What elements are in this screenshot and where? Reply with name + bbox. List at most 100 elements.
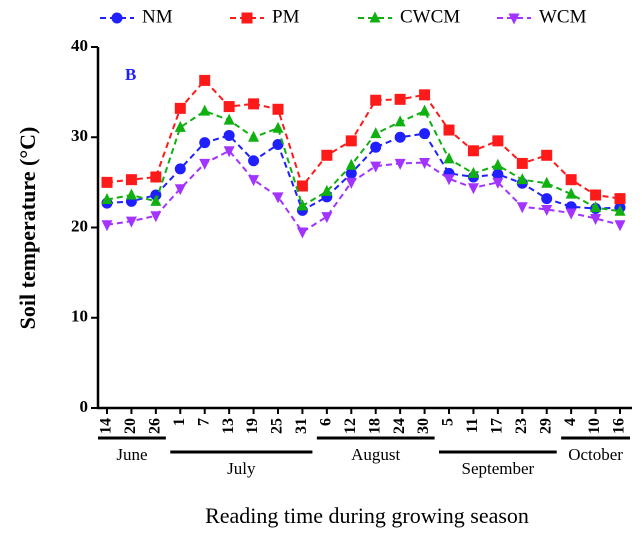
data-point bbox=[223, 146, 235, 158]
legend-marker bbox=[369, 11, 381, 23]
data-point bbox=[614, 204, 626, 216]
data-point bbox=[174, 102, 186, 114]
data-point bbox=[321, 184, 333, 196]
x-axis-label: Reading time during growing season bbox=[205, 503, 529, 528]
legend-marker bbox=[241, 12, 253, 24]
legend-label: PM bbox=[272, 6, 300, 27]
data-point bbox=[467, 145, 479, 157]
x-tick-label: 26 bbox=[147, 418, 164, 434]
x-tick-label: 18 bbox=[366, 418, 383, 434]
y-axis-label: Soil temperature (°C) bbox=[15, 127, 40, 330]
data-point bbox=[223, 113, 235, 125]
data-point bbox=[443, 152, 455, 164]
data-point bbox=[272, 138, 284, 150]
x-tick-label: 20 bbox=[122, 418, 139, 434]
data-point bbox=[174, 120, 186, 132]
data-point bbox=[321, 149, 333, 161]
x-tick-label: 25 bbox=[269, 418, 286, 434]
data-point bbox=[565, 208, 577, 220]
data-point bbox=[394, 115, 406, 127]
series-line bbox=[106, 149, 621, 234]
data-point bbox=[590, 189, 602, 201]
data-point bbox=[125, 216, 137, 228]
data-point bbox=[419, 104, 431, 116]
panel-label: B bbox=[125, 65, 136, 84]
x-tick-label: 24 bbox=[391, 418, 408, 434]
x-tick-label: 13 bbox=[220, 418, 237, 434]
group-label: September bbox=[462, 459, 535, 478]
data-point bbox=[125, 174, 137, 186]
data-point bbox=[614, 220, 626, 232]
legend-marker bbox=[111, 12, 123, 24]
data-point bbox=[565, 187, 577, 199]
data-point bbox=[419, 89, 431, 101]
legend-label: CWCM bbox=[400, 6, 460, 27]
legend-label: WCM bbox=[539, 6, 587, 27]
data-point bbox=[199, 104, 211, 116]
series-line bbox=[106, 132, 621, 212]
y-tick-label: 30 bbox=[71, 126, 88, 145]
data-point bbox=[394, 158, 406, 170]
data-point bbox=[370, 94, 382, 106]
data-point bbox=[492, 158, 504, 170]
series-line bbox=[106, 109, 621, 213]
data-point bbox=[541, 204, 553, 216]
data-point bbox=[492, 135, 504, 147]
group-label: October bbox=[568, 445, 623, 464]
data-point bbox=[590, 213, 602, 225]
data-point bbox=[101, 193, 113, 205]
data-point bbox=[370, 141, 382, 153]
data-point bbox=[419, 128, 431, 140]
data-point bbox=[248, 175, 260, 187]
data-point bbox=[248, 98, 260, 110]
data-point bbox=[150, 171, 162, 183]
y-tick-label: 40 bbox=[71, 36, 88, 55]
data-point bbox=[296, 199, 308, 211]
data-point bbox=[541, 176, 553, 188]
x-tick-label: 10 bbox=[586, 418, 603, 434]
legend-marker bbox=[508, 13, 520, 25]
x-tick-label: 12 bbox=[342, 418, 359, 434]
x-tick-label: 16 bbox=[611, 418, 628, 434]
data-point bbox=[565, 174, 577, 186]
data-point bbox=[614, 193, 626, 205]
data-point bbox=[101, 176, 113, 188]
data-point bbox=[370, 161, 382, 173]
data-point bbox=[345, 167, 357, 179]
data-point bbox=[174, 184, 186, 196]
x-tick-label: 6 bbox=[318, 418, 335, 426]
data-point bbox=[467, 183, 479, 195]
x-tick-label: 23 bbox=[513, 418, 530, 434]
data-point bbox=[345, 177, 357, 189]
x-tick-label: 1 bbox=[171, 418, 188, 426]
x-tick-label: 17 bbox=[489, 418, 506, 434]
x-tick-label: 30 bbox=[415, 418, 432, 434]
data-point bbox=[345, 158, 357, 170]
x-tick-label: 11 bbox=[464, 418, 481, 433]
x-tick-label: 31 bbox=[293, 418, 310, 434]
x-tick-label: 14 bbox=[98, 418, 115, 434]
data-point bbox=[516, 202, 528, 214]
data-point bbox=[223, 101, 235, 113]
data-point bbox=[125, 188, 137, 200]
data-point bbox=[516, 157, 528, 169]
data-point bbox=[296, 227, 308, 239]
x-tick-label: 4 bbox=[562, 418, 579, 426]
group-label: August bbox=[351, 445, 400, 464]
data-point bbox=[492, 168, 504, 180]
data-point bbox=[223, 129, 235, 141]
data-point bbox=[467, 166, 479, 178]
data-point bbox=[296, 180, 308, 192]
data-point bbox=[345, 135, 357, 147]
data-point bbox=[199, 74, 211, 86]
y-tick-label: 10 bbox=[71, 307, 88, 326]
data-point bbox=[248, 155, 260, 167]
data-point bbox=[516, 173, 528, 185]
data-point bbox=[419, 158, 431, 170]
group-label: July bbox=[227, 459, 256, 478]
data-point bbox=[541, 149, 553, 161]
series-line bbox=[106, 78, 621, 200]
data-point bbox=[443, 124, 455, 136]
data-point bbox=[394, 131, 406, 143]
